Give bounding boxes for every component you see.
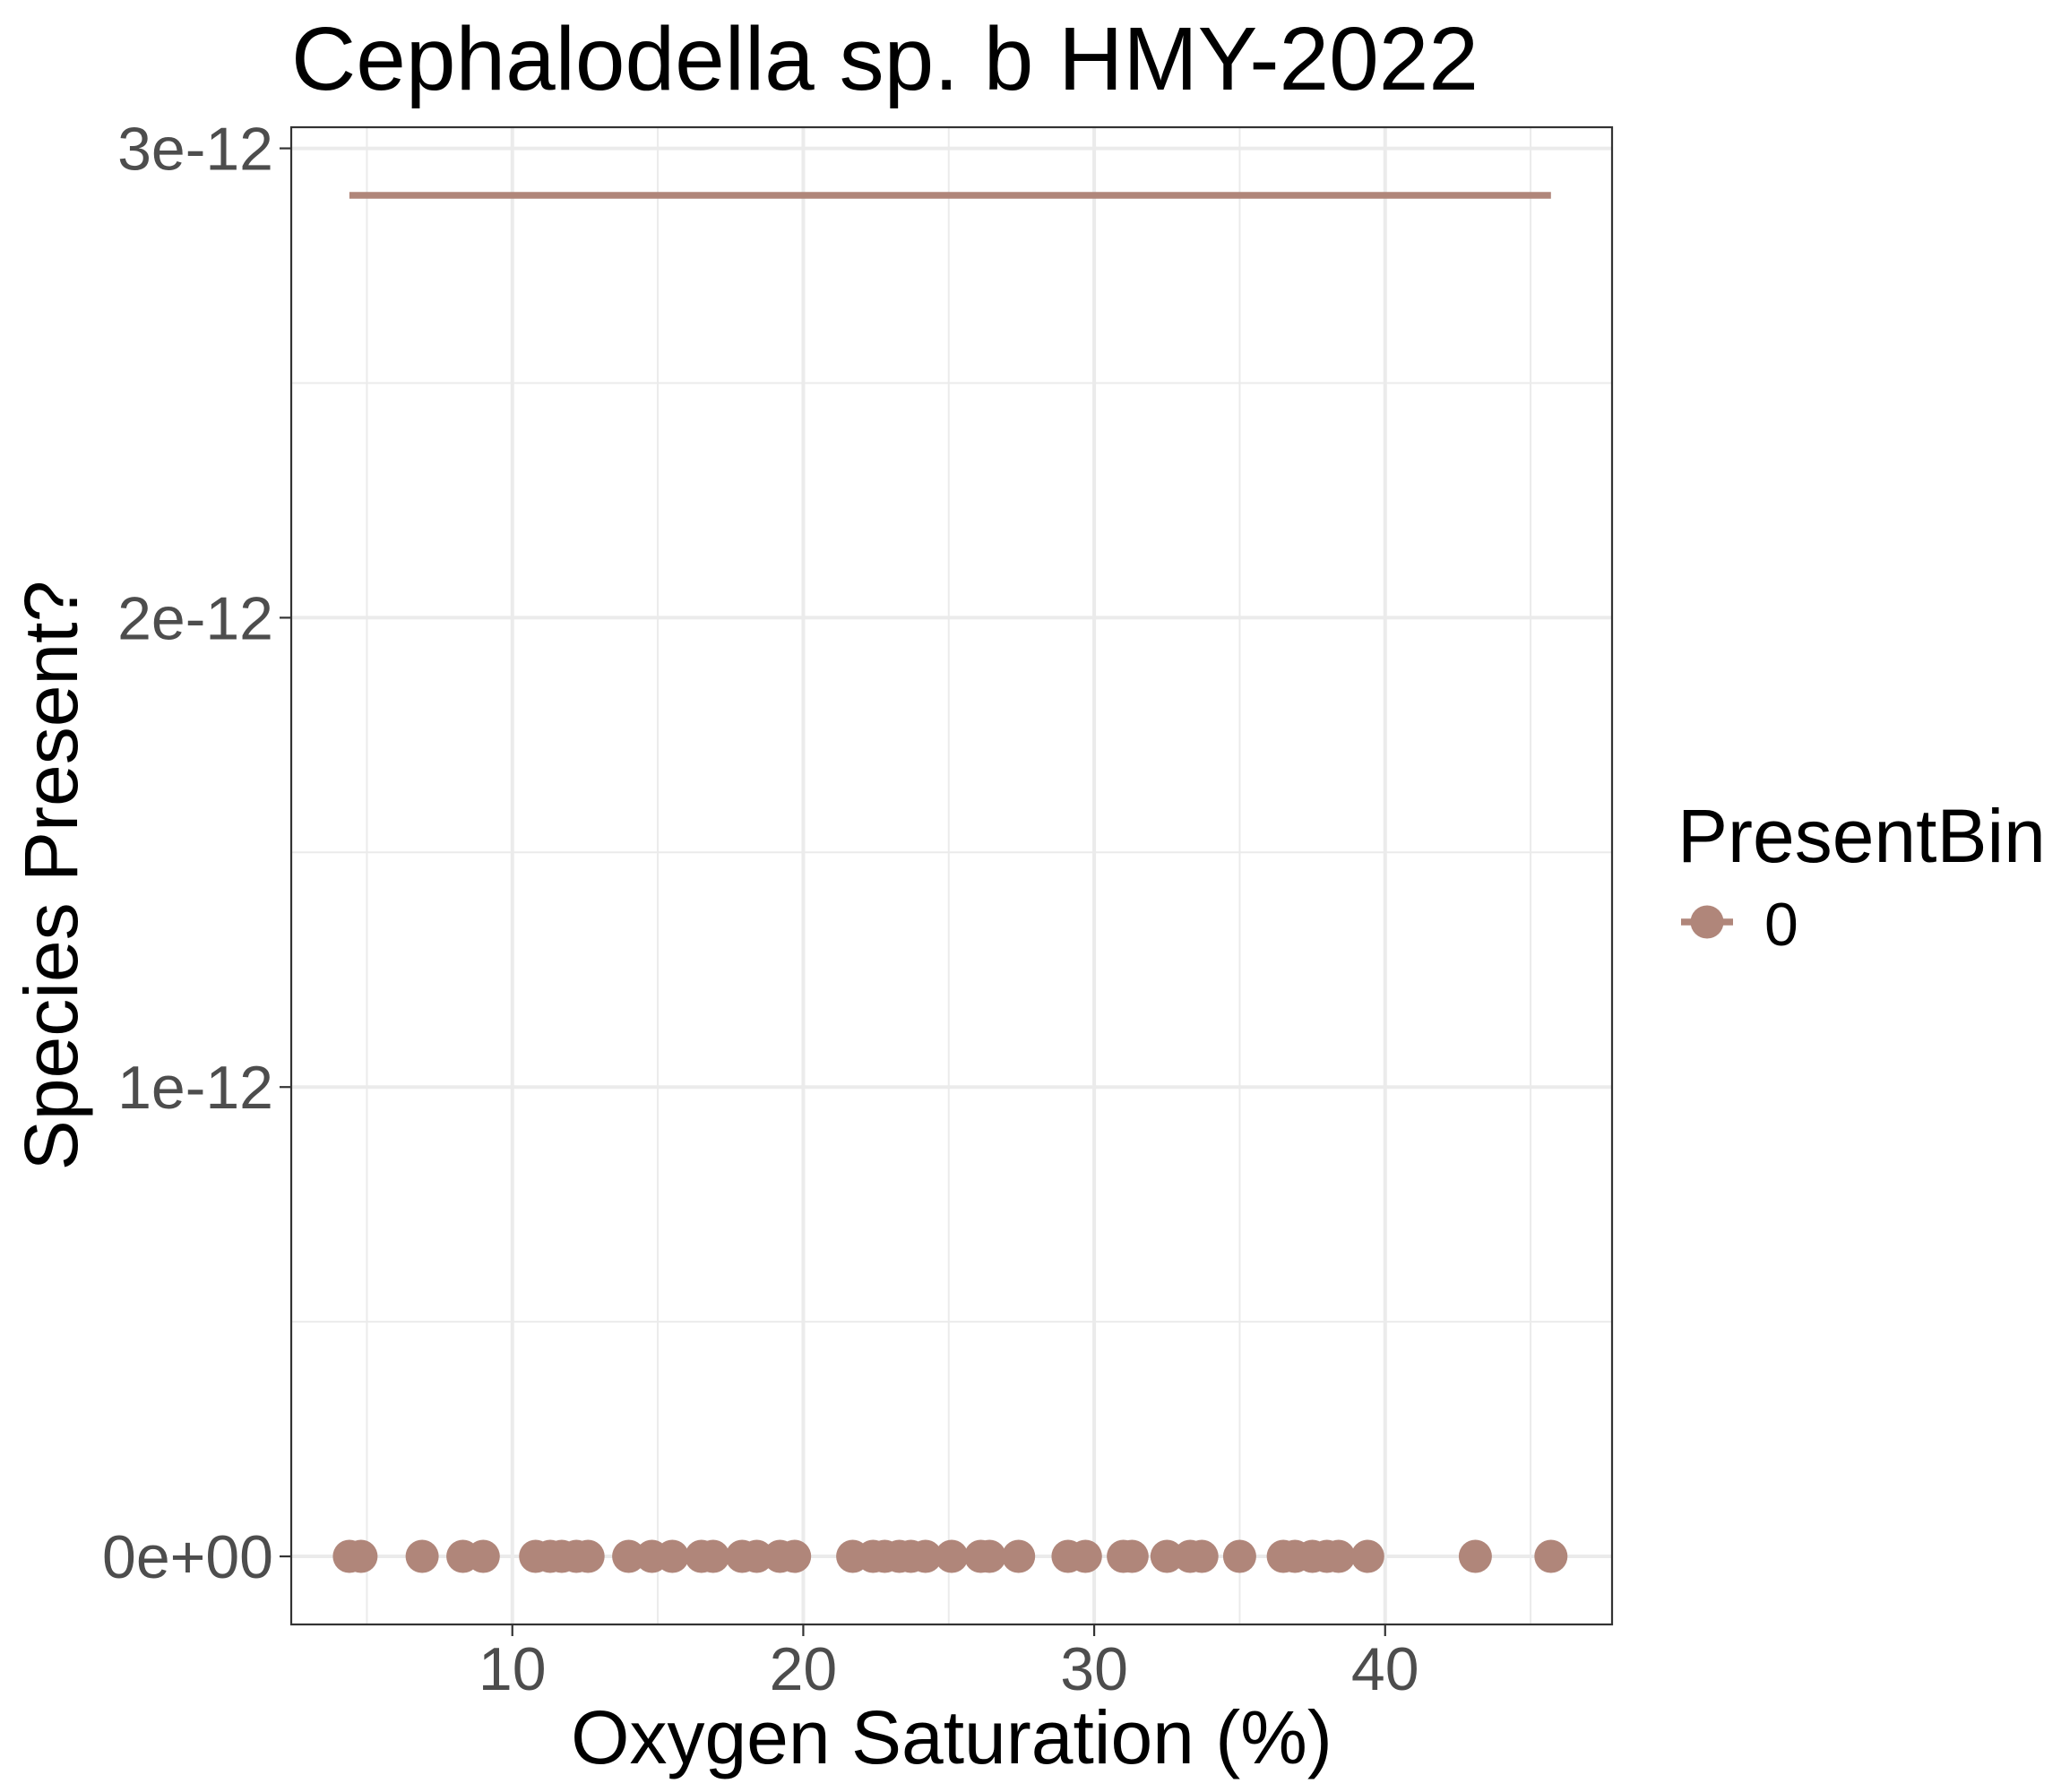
y-tick-label: 0e+00 [102, 1523, 273, 1591]
axis-layer: 10 20 30 40 0e+00 1e-12 2e-12 3e-12 [102, 116, 1419, 1703]
data-point [972, 1539, 1006, 1573]
data-point [1534, 1539, 1568, 1573]
data-point [612, 1539, 646, 1573]
data-point [1222, 1539, 1256, 1573]
data-point [466, 1539, 500, 1573]
data-point [1322, 1539, 1356, 1573]
data-point [1150, 1539, 1184, 1573]
data-point [909, 1539, 943, 1573]
panel-border [289, 125, 1614, 1626]
data-point [740, 1539, 773, 1573]
x-tick-label: 10 [479, 1635, 547, 1703]
data-point [1350, 1539, 1384, 1573]
y-tick-label: 3e-12 [117, 116, 273, 184]
x-tick-label: 40 [1351, 1635, 1419, 1703]
data-point [1185, 1539, 1219, 1573]
y-tick-label: 2e-12 [117, 584, 273, 652]
data-point [1458, 1539, 1492, 1573]
legend: PresentBin 0 [1677, 794, 2046, 959]
x-tick-label: 20 [770, 1635, 838, 1703]
y-tick-label: 1e-12 [117, 1054, 273, 1122]
data-point [1115, 1539, 1149, 1573]
y-axis-title: Species Present? [9, 581, 93, 1170]
grid-layer [291, 127, 1612, 1624]
data-point [344, 1539, 378, 1573]
data-point [935, 1539, 969, 1573]
data-layer [332, 192, 1568, 1573]
legend-key-point [1690, 905, 1724, 939]
plot-panel [291, 127, 1612, 1624]
data-point [1068, 1539, 1102, 1573]
x-axis-title: Oxygen Saturation (%) [571, 1695, 1332, 1779]
data-point [696, 1539, 730, 1573]
data-point [571, 1539, 605, 1573]
chart-title: Cephalodella sp. b HMY-2022 [291, 9, 1479, 109]
data-point [1002, 1539, 1036, 1573]
data-point [778, 1539, 812, 1573]
data-point [655, 1539, 689, 1573]
legend-label: 0 [1764, 891, 1798, 959]
legend-title: PresentBin [1677, 794, 2046, 878]
data-point [405, 1539, 439, 1573]
x-tick-label: 30 [1060, 1635, 1128, 1703]
